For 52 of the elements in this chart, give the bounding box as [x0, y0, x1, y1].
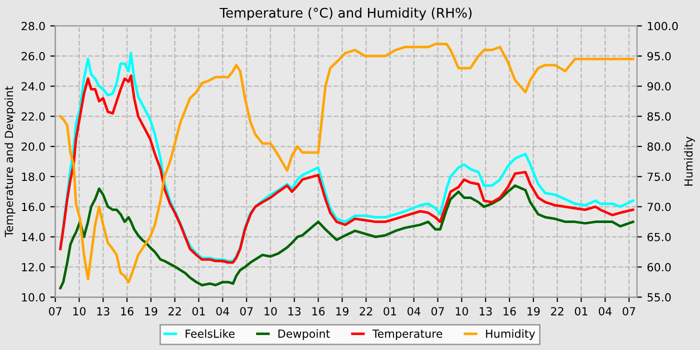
y-tick-label: 18.0	[22, 172, 45, 181]
legend-label: Humidity	[486, 329, 536, 340]
y-tick-label: 22.0	[22, 112, 45, 121]
x-tick-label: 07	[622, 307, 636, 316]
x-tick-label: 04	[408, 307, 420, 316]
x-tick-label: 16	[312, 307, 325, 316]
y-tick-label: 28.0	[22, 22, 45, 30]
x-tick-label: 07	[48, 307, 62, 316]
y-axis-title: Temperature and Dewpoint	[4, 86, 16, 238]
x-tick-label: 22	[168, 307, 181, 316]
x-tick-label: 22	[360, 307, 372, 316]
x-tick-label: 13	[97, 307, 110, 316]
y-tick-label: 26.0	[22, 52, 45, 60]
x-tick-label: 16	[121, 307, 134, 316]
legend-label: FeelsLike	[186, 329, 235, 338]
x-tick-label: 04	[598, 307, 612, 316]
y2-tick-label: 100.0	[648, 22, 678, 30]
legend-label: Dewpoint	[278, 329, 330, 340]
y2-axis-title: Humidity	[684, 136, 695, 186]
y-tick-label: 14.0	[22, 232, 45, 242]
x-tick-label: 13	[288, 307, 301, 316]
y-tick-label: 16.0	[22, 202, 45, 212]
x-tick-label: 10	[264, 307, 277, 316]
y-tick-label: 24.0	[22, 82, 45, 91]
x-tick-label: 22	[551, 307, 564, 316]
y-tick-label: 20.0	[22, 142, 45, 151]
x-tick-label: 01	[192, 307, 205, 316]
y2-tick-label: 60.0	[648, 262, 671, 272]
y2-tick-label: 85.0	[647, 112, 671, 121]
y-tick-label: 10.0	[22, 293, 45, 302]
y2-tick-label: 70.0	[648, 202, 671, 212]
x-tick-label: 07	[240, 307, 253, 316]
x-tick-label: 07	[431, 307, 444, 316]
x-tick-label: 19	[528, 307, 540, 316]
x-tick-label: 01	[384, 307, 396, 316]
legend-label: Temperature	[372, 330, 442, 340]
y-tick-label: 12.0	[22, 262, 45, 272]
x-tick-label: 04	[216, 307, 230, 316]
x-tick-label: 10	[456, 307, 468, 316]
x-tick-label: 19	[145, 307, 158, 316]
y2-tick-label: 80.0	[647, 142, 671, 151]
x-tick-label: 19	[336, 307, 348, 316]
chart-title: Temperature (°C) and Humidity (RH%)	[220, 8, 472, 20]
y2-tick-label: 90.0	[647, 82, 671, 91]
y2-tick-label: 65.0	[648, 232, 671, 242]
y2-tick-label: 95.0	[647, 52, 671, 60]
x-tick-label: 16	[504, 307, 516, 316]
x-tick-label: 13	[480, 307, 492, 316]
y2-tick-label: 75.0	[648, 172, 671, 181]
x-tick-label: 01	[574, 307, 588, 316]
y2-tick-label: 55.0	[648, 293, 671, 302]
x-tick-label: 10	[73, 307, 86, 316]
